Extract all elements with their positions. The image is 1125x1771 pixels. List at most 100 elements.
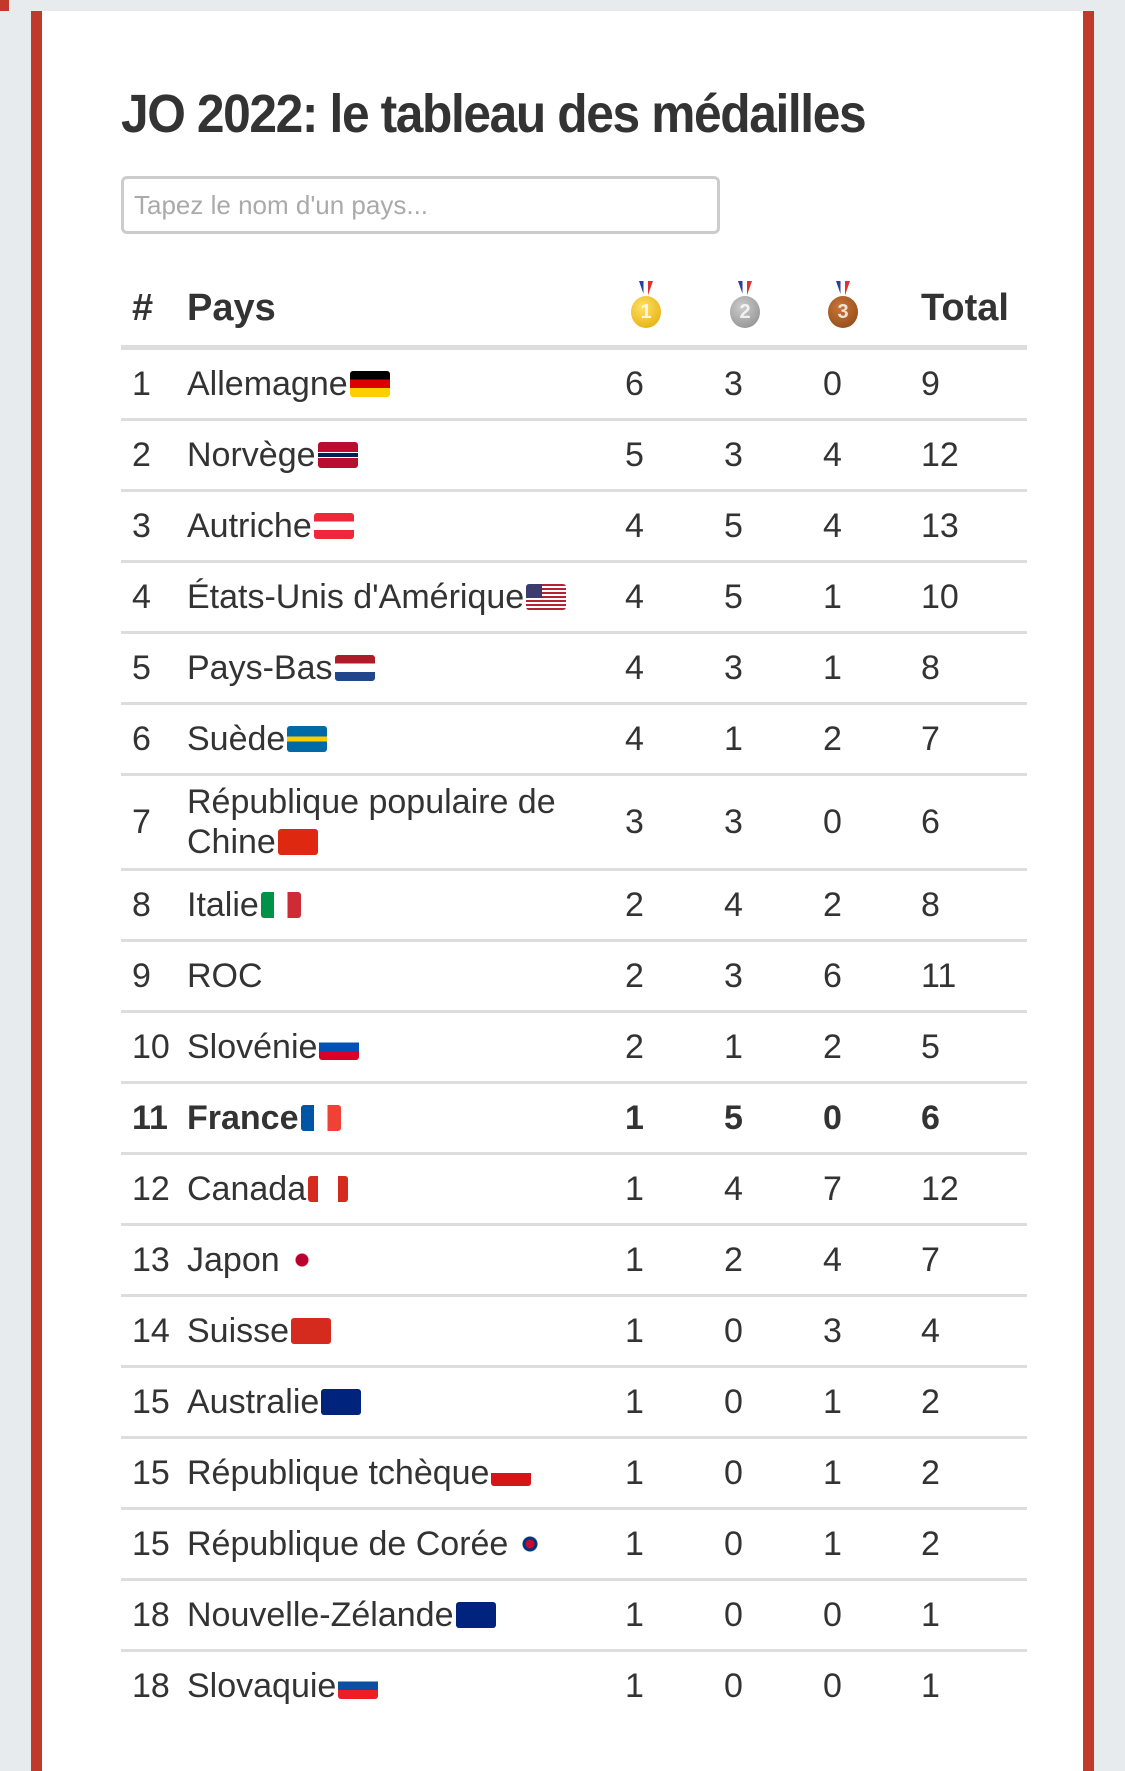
- gold-cell: 1: [625, 1169, 644, 1208]
- silver-cell: 3: [724, 648, 743, 687]
- silver-cell: 2: [724, 1240, 743, 1279]
- gold-cell: 3: [625, 802, 644, 841]
- country-cell: République de Corée: [187, 1518, 617, 1570]
- flag-japan-icon: [281, 1247, 322, 1273]
- country-search-input[interactable]: [121, 176, 720, 234]
- total-cell: 6: [921, 802, 940, 841]
- flag-south-korea-icon: [510, 1531, 551, 1557]
- gold-cell: 6: [625, 364, 644, 403]
- gold-cell: 5: [625, 435, 644, 474]
- bronze-cell: 0: [823, 364, 842, 403]
- table-row: 15 République tchèque 1 0 1 2: [121, 1436, 1027, 1507]
- bronze-cell: 2: [823, 885, 842, 924]
- bronze-cell: 0: [823, 1098, 842, 1137]
- total-cell: 7: [921, 719, 940, 758]
- gold-cell: 1: [625, 1524, 644, 1563]
- gold-cell: 2: [625, 885, 644, 924]
- bronze-cell: 1: [823, 1453, 842, 1492]
- country-cell: France: [187, 1092, 617, 1144]
- silver-cell: 5: [724, 577, 743, 616]
- rank-cell: 1: [132, 364, 151, 403]
- header-total[interactable]: Total: [921, 286, 1009, 329]
- bronze-cell: 4: [823, 506, 842, 545]
- table-row: 2 Norvège 5 3 4 12: [121, 418, 1027, 489]
- gold-cell: 1: [625, 1595, 644, 1634]
- country-cell: Pays-Bas: [187, 642, 617, 694]
- country-cell: Australie: [187, 1376, 617, 1428]
- flag-czech-republic-icon: [491, 1460, 532, 1486]
- silver-cell: 3: [724, 802, 743, 841]
- flag-canada-icon: [308, 1176, 349, 1202]
- country-cell: ROC: [187, 950, 617, 1002]
- silver-cell: 0: [724, 1666, 743, 1705]
- country-name: Australie: [187, 1383, 320, 1421]
- total-cell: 8: [921, 885, 940, 924]
- country-name: Norvège: [187, 436, 316, 474]
- rank-cell: 9: [132, 956, 151, 995]
- bronze-cell: 1: [823, 577, 842, 616]
- bronze-medal-icon[interactable]: 3: [826, 281, 860, 331]
- rank-cell: 11: [132, 1098, 168, 1137]
- country-cell: République populaire de Chine: [187, 776, 617, 868]
- bronze-cell: 1: [823, 648, 842, 687]
- total-cell: 11: [921, 956, 957, 995]
- bronze-cell: 6: [823, 956, 842, 995]
- total-cell: 6: [921, 1098, 940, 1137]
- total-cell: 1: [921, 1666, 940, 1705]
- rank-cell: 15: [132, 1382, 170, 1421]
- silver-cell: 3: [724, 435, 743, 474]
- country-cell: Allemagne: [187, 358, 617, 410]
- bronze-cell: 2: [823, 1027, 842, 1066]
- table-row: 15 République de Corée 1 0 1 2: [121, 1507, 1027, 1578]
- flag-norway-icon: [317, 442, 358, 468]
- country-cell: Suède: [187, 713, 617, 765]
- gold-cell: 1: [625, 1240, 644, 1279]
- country-cell: Suisse: [187, 1305, 617, 1357]
- gold-medal-icon[interactable]: 1: [629, 281, 663, 331]
- country-name: Allemagne: [187, 365, 348, 403]
- country-name: Suisse: [187, 1312, 290, 1350]
- page-title: JO 2022: le tableau des médailles: [121, 84, 867, 144]
- flag-china-icon: [277, 829, 318, 855]
- header-rank[interactable]: #: [132, 286, 154, 329]
- table-row: 14 Suisse 1 0 3 4: [121, 1294, 1027, 1365]
- flag-usa-icon: [526, 584, 567, 610]
- flag-australia-icon: [321, 1389, 362, 1415]
- country-cell: États-Unis d'Amérique: [187, 571, 617, 623]
- silver-medal-icon[interactable]: 2: [728, 281, 762, 331]
- bronze-cell: 0: [823, 802, 842, 841]
- silver-cell: 0: [724, 1524, 743, 1563]
- rank-cell: 12: [132, 1169, 170, 1208]
- header-country[interactable]: Pays: [187, 287, 276, 329]
- silver-cell: 1: [724, 1027, 743, 1066]
- rank-cell: 15: [132, 1524, 170, 1563]
- table-row: 18 Nouvelle-Zélande 1 0 0 1: [121, 1578, 1027, 1649]
- country-cell: Slovénie: [187, 1021, 617, 1073]
- country-cell: Japon: [187, 1234, 617, 1286]
- country-name: France: [187, 1099, 299, 1137]
- table-row: 11 France 1 5 0 6: [121, 1081, 1027, 1152]
- country-name: République de Corée: [187, 1525, 509, 1563]
- country-name: Nouvelle-Zélande: [187, 1596, 454, 1634]
- table-row: 1 Allemagne 6 3 0 9: [121, 347, 1027, 418]
- rank-cell: 18: [132, 1595, 170, 1634]
- country-name: États-Unis d'Amérique: [187, 578, 525, 616]
- silver-cell: 0: [724, 1453, 743, 1492]
- silver-cell: 0: [724, 1311, 743, 1350]
- table-row: 3 Autriche 4 5 4 13: [121, 489, 1027, 560]
- rank-cell: 8: [132, 885, 151, 924]
- corner-accent: [0, 0, 9, 11]
- bronze-cell: 1: [823, 1382, 842, 1421]
- table-row: 9 ROC 2 3 6 11: [121, 939, 1027, 1010]
- silver-cell: 1: [724, 719, 743, 758]
- flag-netherlands-icon: [334, 655, 375, 681]
- gold-cell: 4: [625, 506, 644, 545]
- flag-new-zealand-icon: [455, 1602, 496, 1628]
- table-row: 8 Italie 2 4 2 8: [121, 868, 1027, 939]
- total-cell: 10: [921, 577, 959, 616]
- silver-cell: 4: [724, 885, 743, 924]
- total-cell: 12: [921, 1169, 959, 1208]
- total-cell: 5: [921, 1027, 940, 1066]
- country-name: République populaire de Chine: [187, 783, 556, 861]
- medal-table: # Pays 1 2 3 Total 1 Allemagne 6 3 0 9 2 Norvèg…: [121, 271, 1027, 1720]
